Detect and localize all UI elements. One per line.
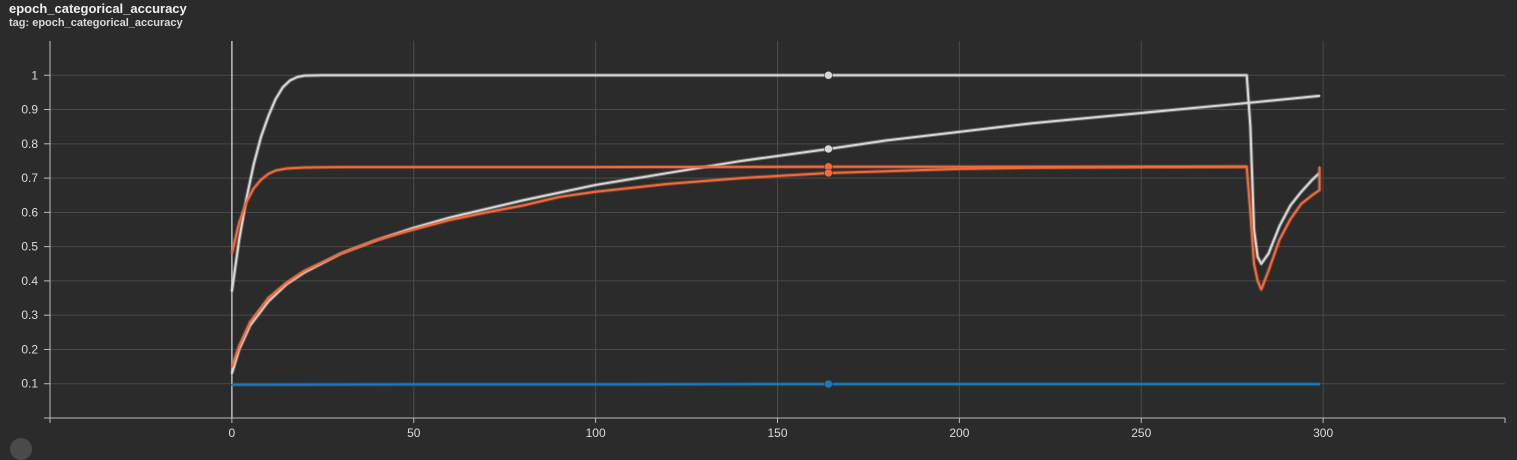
series-line	[230, 94, 1321, 375]
x-tick-label: 200	[949, 426, 969, 440]
series-line	[230, 74, 1321, 293]
x-tick-label: 0	[229, 426, 236, 440]
y-tick-label: 0.3	[21, 308, 38, 322]
y-tick-label: 0.1	[21, 377, 38, 391]
series-line-shadow	[229, 73, 1321, 292]
series-line	[230, 383, 1321, 386]
line-chart[interactable]: 0 50 100 150 200 250 300 0.1 0.2 0.3 0.4 0.5 0.6 0.7 0…	[0, 0, 1517, 445]
series-line	[230, 165, 1321, 291]
hover-point	[824, 144, 833, 154]
y-tick-label: 0.5	[21, 240, 38, 254]
x-tick-label: 300	[1313, 426, 1333, 440]
x-tick-label: 150	[767, 426, 787, 440]
y-tick-label: 0.2	[21, 342, 38, 356]
x-tick-label: 250	[1131, 426, 1151, 440]
chart-tag: tag: epoch_categorical_accuracy	[9, 17, 183, 29]
series-line-shadow	[229, 164, 1322, 292]
x-tick-label: 100	[586, 426, 606, 440]
hover-point	[824, 379, 833, 389]
y-tick-label: 0.7	[21, 171, 38, 185]
hover-point	[824, 168, 833, 178]
series-line	[230, 165, 1248, 368]
y-tick-label: 0.4	[21, 274, 38, 288]
series-group	[229, 73, 1322, 387]
series-line-shadow	[229, 164, 1247, 368]
y-tick-label: 0.6	[21, 205, 38, 219]
hover-point	[824, 71, 833, 80]
y-tick-label: 0.9	[21, 103, 38, 117]
chart-title: epoch_categorical_accuracy	[9, 1, 187, 16]
marker-group	[824, 71, 833, 389]
x-tick-label: 50	[407, 426, 421, 440]
y-tick-label: 0.8	[21, 137, 38, 151]
settings-button[interactable]	[10, 438, 32, 460]
axes: 0 50 100 150 200 250 300 0.1 0.2 0.3 0.4 0.5 0.6 0.7 0…	[21, 41, 1506, 440]
y-tick-label: 1	[31, 68, 38, 82]
